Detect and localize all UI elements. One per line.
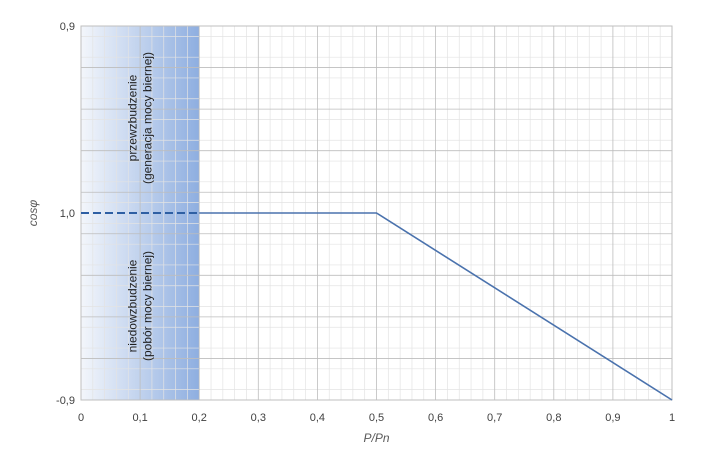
x-tick-label: 0,3 — [251, 412, 266, 424]
y-axis-title: cosφ — [26, 200, 40, 227]
x-tick-label: 0,4 — [310, 412, 325, 424]
y-tick-label: 0,9 — [60, 21, 75, 33]
underexcitation-label: niedowzbudzenie (pobór mocy biernej) — [126, 251, 155, 361]
overexcitation-label-line: (generacja mocy biernej) — [141, 52, 155, 184]
x-tick-label: 0,7 — [487, 412, 502, 424]
x-tick-label: 0,2 — [192, 412, 207, 424]
y-tick-label: 1,0 — [60, 208, 75, 220]
overexcitation-label-line: przewzbudzenie — [126, 74, 140, 161]
overexcitation-label: przewzbudzenie (generacja mocy biernej) — [126, 52, 155, 184]
x-tick-label: 1 — [669, 412, 675, 424]
x-tick-label: 0 — [78, 412, 84, 424]
x-tick-label: 0,9 — [605, 412, 620, 424]
x-tick-label: 0,5 — [369, 412, 384, 424]
x-axis-title: P/Pn — [363, 431, 389, 445]
underexcitation-label-line: (pobór mocy biernej) — [141, 251, 155, 361]
y-tick-label: -0,9 — [56, 395, 75, 407]
x-tick-label: 0,6 — [428, 412, 443, 424]
x-tick-label: 0,8 — [546, 412, 561, 424]
underexcitation-label-line: niedowzbudzenie — [126, 259, 140, 352]
x-tick-label: 0,1 — [132, 412, 147, 424]
